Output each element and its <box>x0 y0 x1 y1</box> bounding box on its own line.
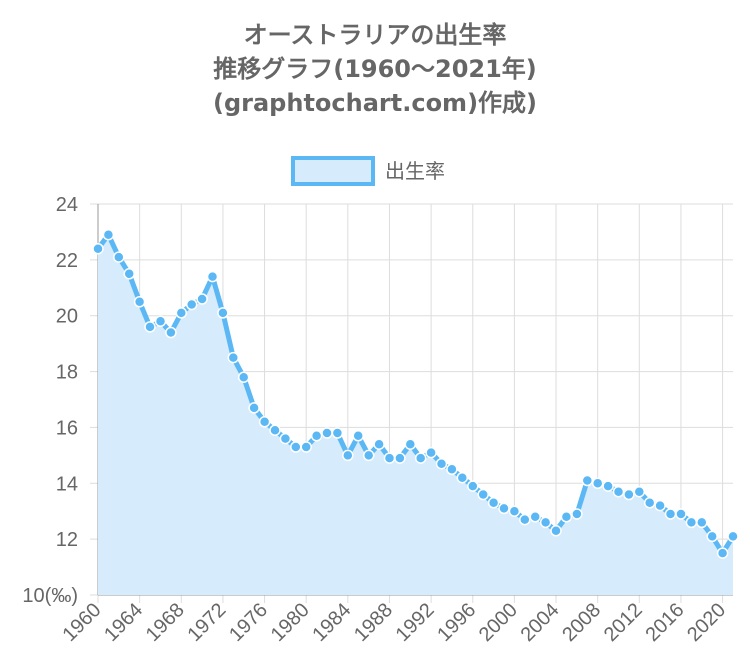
data-point[interactable] <box>435 457 448 470</box>
data-point[interactable] <box>258 416 271 428</box>
y-tick-label: 12 <box>56 529 78 551</box>
legend-swatch <box>291 156 375 186</box>
data-point[interactable] <box>477 488 489 501</box>
y-tick-label: 24 <box>56 194 78 216</box>
data-point[interactable] <box>123 268 135 280</box>
data-point[interactable] <box>331 427 344 439</box>
data-point[interactable] <box>643 497 656 509</box>
x-tick-label: 1976 <box>225 599 272 646</box>
chart-title-line-3: (graphtochart.com)作成) <box>213 89 537 117</box>
y-tick-label: 22 <box>56 250 78 272</box>
y-tick-label: 10(‰) <box>22 585 78 607</box>
data-point[interactable] <box>602 480 614 492</box>
data-point[interactable] <box>591 477 604 490</box>
x-tick-label: 1984 <box>308 599 355 646</box>
data-point[interactable] <box>185 298 198 311</box>
data-point[interactable] <box>519 513 531 526</box>
data-point[interactable] <box>456 471 469 484</box>
data-point[interactable] <box>716 547 729 559</box>
data-point[interactable] <box>206 270 219 283</box>
y-tick-label: 20 <box>56 306 78 328</box>
data-point[interactable] <box>696 516 708 529</box>
data-point[interactable] <box>352 430 364 442</box>
data-point[interactable] <box>664 508 677 520</box>
y-axis-ticks: 10(‰) 12 14 16 18 20 22 24 <box>22 194 78 607</box>
data-point[interactable] <box>446 463 458 476</box>
y-tick-label: 16 <box>56 417 78 439</box>
data-point[interactable] <box>279 432 292 445</box>
data-point[interactable] <box>113 251 125 263</box>
legend-label: 出生率 <box>385 159 445 183</box>
data-point[interactable] <box>175 307 188 319</box>
data-point[interactable] <box>539 516 552 529</box>
data-point[interactable] <box>300 441 312 453</box>
x-tick-label: 2004 <box>517 599 564 646</box>
data-point[interactable] <box>404 438 417 450</box>
chart-title-line-1: オーストラリアの出生率 <box>243 21 507 49</box>
x-tick-label: 2000 <box>475 599 522 646</box>
data-point[interactable] <box>196 293 208 305</box>
point-layer <box>92 228 739 559</box>
data-point[interactable] <box>675 508 687 520</box>
data-point[interactable] <box>508 505 521 517</box>
series-area <box>98 234 733 595</box>
data-point[interactable] <box>102 228 115 241</box>
area-layer <box>98 234 733 595</box>
x-tick-label: 2020 <box>683 599 730 646</box>
data-point[interactable] <box>550 525 562 537</box>
data-point[interactable] <box>394 452 406 464</box>
data-point[interactable] <box>623 488 635 501</box>
data-point[interactable] <box>133 296 146 308</box>
data-point[interactable] <box>373 438 385 450</box>
data-point[interactable] <box>269 424 281 436</box>
data-point[interactable] <box>571 508 583 520</box>
data-point[interactable] <box>310 430 323 442</box>
x-tick-label: 1988 <box>350 599 397 646</box>
data-point[interactable] <box>248 402 260 414</box>
legend[interactable]: 出生率 <box>291 156 445 186</box>
data-point[interactable] <box>498 502 510 515</box>
data-point[interactable] <box>529 511 541 523</box>
data-point[interactable] <box>144 321 156 333</box>
x-tick-label: 1992 <box>392 599 439 646</box>
data-point[interactable] <box>581 474 594 487</box>
data-point[interactable] <box>425 446 437 459</box>
y-tick-label: 14 <box>56 473 78 495</box>
data-point[interactable] <box>487 497 500 509</box>
data-point[interactable] <box>165 326 177 339</box>
x-tick-label: 1964 <box>100 599 147 646</box>
x-axis-ticks: 1960196419681972197619801984198819921996… <box>59 599 731 646</box>
chart-title-line-2: 推移グラフ(1960〜2021年) <box>213 55 537 83</box>
x-tick-label: 2008 <box>558 599 605 646</box>
y-tick-label: 18 <box>56 362 78 384</box>
x-tick-label: 1968 <box>142 599 189 646</box>
chart-title: オーストラリアの出生率 推移グラフ(1960〜2021年) (graphtoch… <box>0 18 750 120</box>
data-point[interactable] <box>633 485 646 498</box>
x-tick-label: 2012 <box>600 599 647 646</box>
data-point[interactable] <box>706 530 718 543</box>
data-point[interactable] <box>383 452 396 464</box>
data-point[interactable] <box>560 511 573 523</box>
x-tick-label: 1980 <box>267 599 314 646</box>
data-point[interactable] <box>727 530 739 543</box>
x-tick-label: 1996 <box>433 599 480 646</box>
data-point[interactable] <box>612 485 625 498</box>
data-point[interactable] <box>217 307 229 319</box>
data-point[interactable] <box>362 449 375 462</box>
data-point[interactable] <box>92 242 104 255</box>
data-point[interactable] <box>321 427 333 439</box>
x-tick-label: 1972 <box>183 599 230 646</box>
data-point[interactable] <box>227 351 240 364</box>
data-point[interactable] <box>154 315 167 328</box>
data-point[interactable] <box>654 499 666 512</box>
x-tick-label: 2016 <box>641 599 688 646</box>
data-point[interactable] <box>342 449 354 462</box>
data-point[interactable] <box>467 480 479 492</box>
data-point[interactable] <box>685 516 698 529</box>
data-point[interactable] <box>237 371 250 383</box>
data-point[interactable] <box>290 441 302 453</box>
data-point[interactable] <box>414 452 427 464</box>
